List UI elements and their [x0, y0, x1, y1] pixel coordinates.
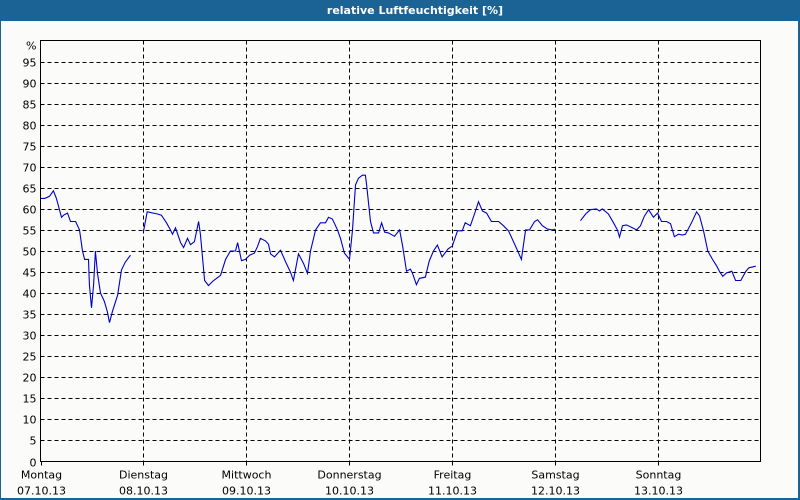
- y-tick-label: 10: [23, 414, 37, 427]
- y-tick-label: 25: [23, 351, 37, 364]
- y-tick-label: 15: [23, 393, 37, 406]
- y-tick-label: 45: [23, 267, 37, 280]
- y-tick-label: 90: [23, 78, 37, 91]
- x-day-label: Montag: [21, 469, 62, 482]
- humidity-line-segment: [40, 189, 131, 323]
- horizontal-gridlines: [40, 62, 761, 441]
- x-date-label: 08.10.13: [119, 485, 168, 498]
- x-day-label: Sonntag: [636, 469, 682, 482]
- y-tick-label: 60: [23, 204, 37, 217]
- y-tick-label: 85: [23, 99, 37, 112]
- x-day-label: Mittwoch: [222, 469, 272, 482]
- x-date-label: 12.10.13: [531, 485, 580, 498]
- x-day-label: Donnerstag: [317, 469, 381, 482]
- x-date-label: 11.10.13: [428, 485, 477, 498]
- y-tick-label: 70: [23, 162, 37, 175]
- vertical-gridlines: [41, 40, 659, 466]
- y-tick-label: 30: [23, 330, 37, 343]
- x-date-label: 07.10.13: [17, 485, 66, 498]
- y-tick-label: 20: [23, 372, 37, 385]
- x-date-label: 09.10.13: [222, 485, 271, 498]
- y-tick-label: 80: [23, 120, 37, 133]
- y-axis-tick-labels: 0 5 10 15 20 25 30 35 40 45 50 55 60 65 70 75 80 85 90 95: [23, 57, 37, 470]
- x-day-label: Freitag: [434, 469, 472, 482]
- y-tick-label: 0: [30, 457, 37, 470]
- humidity-line-chart: 0 5 10 15 20 25 30 35 40 45 50 55 60 65 70 75 80 85 90 95 %…: [17, 40, 761, 498]
- humidity-series: [40, 174, 756, 323]
- y-tick-label: 75: [23, 141, 37, 154]
- x-axis-day-labels: Montag 07.10.13 Dienstag 08.10.13 Mittwoch 09…: [17, 469, 683, 498]
- y-tick-label: 35: [23, 309, 37, 322]
- y-axis-unit-label: %: [26, 40, 36, 53]
- humidity-line-segment: [142, 174, 556, 287]
- x-day-label: Dienstag: [119, 469, 168, 482]
- y-tick-label: 40: [23, 288, 37, 301]
- x-day-label: Samstag: [531, 469, 579, 482]
- x-date-label: 13.10.13: [634, 485, 683, 498]
- plot-frame: [40, 40, 761, 462]
- y-tick-label: 50: [23, 246, 37, 259]
- y-tick-label: 55: [23, 225, 37, 238]
- chart-canvas: 0 5 10 15 20 25 30 35 40 45 50 55 60 65 70 75 80 85 90 95 %…: [1, 21, 798, 498]
- y-tick-label: 65: [23, 183, 37, 196]
- humidity-line-segment: [580, 208, 756, 282]
- title-bar: relative Luftfeuchtigkeit [%]: [0, 0, 800, 21]
- y-tick-label: 5: [30, 435, 37, 448]
- x-date-label: 10.10.13: [325, 485, 374, 498]
- y-tick-label: 95: [23, 57, 37, 70]
- chart-title: relative Luftfeuchtigkeit [%]: [326, 4, 504, 17]
